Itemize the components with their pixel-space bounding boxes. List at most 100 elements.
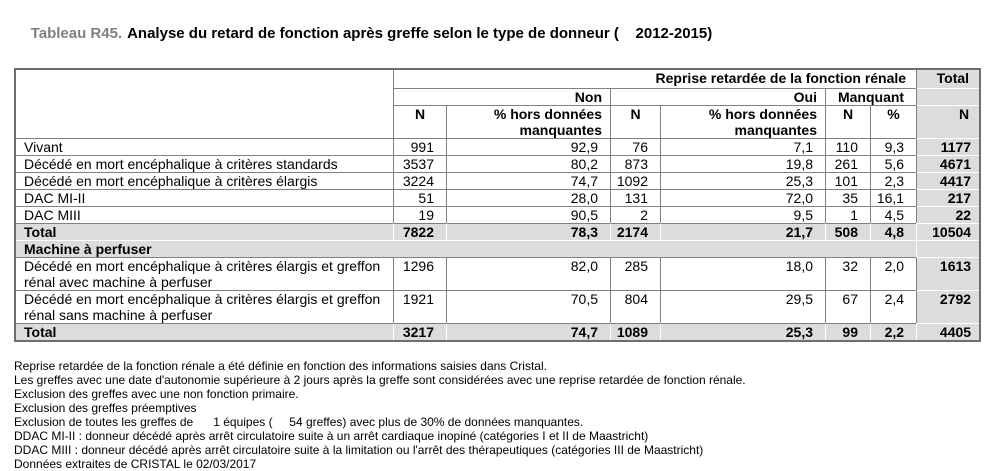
manquant-pct-cell: 4,5 [870,206,917,223]
oui-pct-cell: 9,5 [660,206,825,223]
non-n-cell: 19 [393,206,446,223]
manquant-n-cell: 110 [825,138,870,155]
header-group-row: Reprise retardée de la fonction rénale T… [16,70,980,88]
manquant-n-cell: 35 [825,189,870,206]
table-row: Décédé en mort encéphalique à critères é… [16,290,980,323]
oui-n-cell: 2174 [610,223,660,240]
section-spacer-cell [916,240,980,257]
table-title-text: Analyse du retard de fonction après gref… [127,25,713,42]
table-row: Décédé en mort encéphalique à critères é… [16,257,980,290]
oui-pct-cell: 21,7 [660,223,825,240]
total-n-cell: 217 [916,189,980,206]
non-pct-cell: 78,3 [446,223,610,240]
non-pct-cell: 90,5 [446,206,610,223]
total-n-cell: 1177 [916,138,980,155]
non-n-cell: 1296 [393,257,446,290]
row-label-cell: DAC MI-II [16,189,393,206]
total-n-header: N [916,105,980,138]
oui-n-cell: 2 [610,206,660,223]
total-n-cell: 10504 [916,223,980,240]
manquant-pct-cell: 2,3 [870,172,917,189]
oui-n-cell: 1089 [610,323,660,340]
footnote-line: Exclusion de toutes les greffes de 1 équ… [14,415,584,429]
manquant-n-cell: 67 [825,290,870,323]
non-pct-cell: 80,2 [446,155,610,172]
footnotes: Reprise retardée de la fonction rénale a… [14,359,977,471]
row-label-cell: Total [16,223,393,240]
oui-pct-cell: 25,3 [660,172,825,189]
non-n-cell: 3537 [393,155,446,172]
manquant-n-cell: 261 [825,155,870,172]
non-n-header: N [393,105,446,138]
table-row: DAC MIII 19 90,5 2 9,5 1 4,5 22 [16,206,980,223]
manquant-pct-cell: 5,6 [870,155,917,172]
footnote-line: Les greffes avec une date d'autonomie su… [14,373,746,387]
total-row: Total 7822 78,3 2174 21,7 508 4,8 10504 [16,223,980,240]
footnote-line: Exclusion des greffes préemptives [14,401,197,415]
manquant-n-cell: 1 [825,206,870,223]
oui-n-cell: 285 [610,257,660,290]
manquant-pct-cell: 2,4 [870,290,917,323]
total-n-cell: 1613 [916,257,980,290]
oui-n-header: N [610,105,660,138]
table-row: Décédé en mort encéphalique à critères é… [16,172,980,189]
total-header-spacer [916,88,980,105]
row-label-cell: Total [16,323,393,340]
non-n-cell: 3217 [393,323,446,340]
non-pct-cell: 92,9 [446,138,610,155]
non-n-cell: 3224 [393,172,446,189]
footnote-line: Exclusion des greffes avec une non fonct… [14,387,299,401]
section-header-row: Machine à perfuser [16,240,980,257]
manquant-pct-cell: 9,3 [870,138,917,155]
row-label-cell: Décédé en mort encéphalique à critères é… [16,257,393,290]
total-n-cell: 4417 [916,172,980,189]
oui-pct-cell: 25,3 [660,323,825,340]
non-pct-cell: 74,7 [446,323,610,340]
section-label-cell: Machine à perfuser [16,240,917,257]
subgroup-oui-header: Oui [610,88,825,105]
row-label-cell: Vivant [16,138,393,155]
row-label-cell: DAC MIII [16,206,393,223]
non-n-cell: 7822 [393,223,446,240]
manquant-pct-cell: 2,0 [870,257,917,290]
manquant-n-cell: 508 [825,223,870,240]
subgroup-non-header: Non [393,88,610,105]
manquant-pct-cell: 16,1 [870,189,917,206]
non-pct-header: % hors données manquantes [446,105,610,138]
oui-pct-cell: 29,5 [660,290,825,323]
row-label-header [16,70,393,138]
table-title: Tableau R45. Analyse du retard de fonctio… [14,8,977,59]
reprise-group-header: Reprise retardée de la fonction rénale [393,70,916,88]
total-n-cell: 22 [916,206,980,223]
oui-pct-header: % hors données manquantes [660,105,825,138]
delayed-graft-function-table: Reprise retardée de la fonction rénale T… [14,68,982,342]
footnote-line: DDAC MI-II : donneur décédé après arrêt … [14,429,649,443]
manquant-pct-cell: 2,2 [870,323,917,340]
total-row: Total 3217 74,7 1089 25,3 99 2,2 4405 [16,323,980,340]
oui-n-cell: 873 [610,155,660,172]
manquant-n-cell: 32 [825,257,870,290]
table-row: Décédé en mort encéphalique à critères s… [16,155,980,172]
oui-pct-cell: 7,1 [660,138,825,155]
non-pct-cell: 82,0 [446,257,610,290]
row-label-cell: Décédé en mort encéphalique à critères s… [16,155,393,172]
table-number: Tableau R45. [30,25,123,42]
non-pct-cell: 74,7 [446,172,610,189]
header-columns-row: N % hors données manquantes N % hors don… [16,105,980,138]
non-pct-cell: 70,5 [446,290,610,323]
table-body: Vivant 991 92,9 76 7,1 110 9,3 1177 Décédé en mo… [16,138,980,340]
non-n-cell: 991 [393,138,446,155]
subgroup-manquant-header: Manquant [825,88,917,105]
manquant-n-cell: 101 [825,172,870,189]
manquant-n-header: N [825,105,870,138]
footnote-line: Données extraites de CRISTAL le 02/03/20… [14,457,257,471]
non-n-cell: 1921 [393,290,446,323]
table-row: DAC MI-II 51 28,0 131 72,0 35 16,1 217 [16,189,980,206]
manquant-pct-cell: 4,8 [870,223,917,240]
header-subgroup-row: Non Oui Manquant [16,88,980,105]
row-label-cell: Décédé en mort encéphalique à critères é… [16,290,393,323]
total-column-header: Total [916,70,980,88]
total-n-cell: 4671 [916,155,980,172]
footnote-line: DDAC MIII : donneur décédé après arrêt c… [14,443,704,457]
